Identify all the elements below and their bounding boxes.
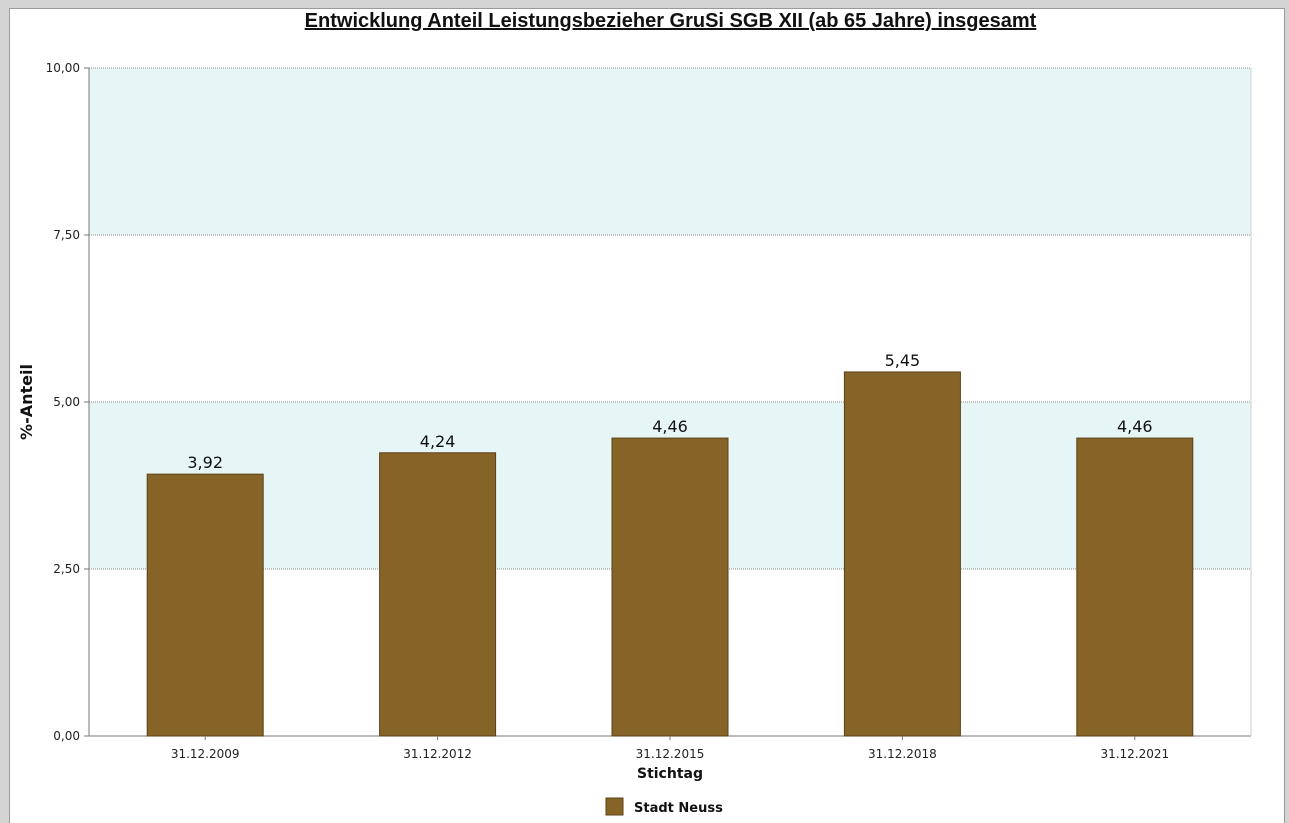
legend-swatch — [605, 797, 624, 816]
y-axis-title: %-Anteil — [17, 364, 36, 440]
bar — [843, 371, 961, 737]
bar — [1076, 437, 1194, 737]
x-tick-label: 31.12.2021 — [1100, 747, 1169, 761]
y-tick-label: 7,50 — [53, 228, 80, 242]
x-tick-label: 31.12.2015 — [636, 747, 705, 761]
chart-title: Entwicklung Anteil Leistungsbezieher Gru… — [304, 10, 1037, 32]
x-tick-label: 31.12.2009 — [171, 747, 240, 761]
bar — [146, 473, 264, 737]
bar — [611, 437, 729, 737]
legend-label: Stadt Neuss — [634, 801, 723, 816]
y-tick-label: 10,00 — [46, 61, 80, 75]
y-tick-label: 2,50 — [53, 562, 80, 576]
data-label: 4,46 — [652, 417, 688, 436]
bar — [379, 452, 497, 737]
background-band — [89, 68, 1251, 235]
data-label: 3,92 — [187, 453, 223, 472]
data-label: 4,24 — [420, 432, 456, 451]
x-tick-label: 31.12.2012 — [403, 747, 472, 761]
data-label: 5,45 — [885, 351, 921, 370]
data-label: 4,46 — [1117, 417, 1153, 436]
y-tick-label: 0,00 — [53, 729, 80, 743]
x-tick-label: 31.12.2018 — [868, 747, 937, 761]
y-tick-label: 5,00 — [53, 395, 80, 409]
x-axis-title: Stichtag — [637, 766, 703, 782]
